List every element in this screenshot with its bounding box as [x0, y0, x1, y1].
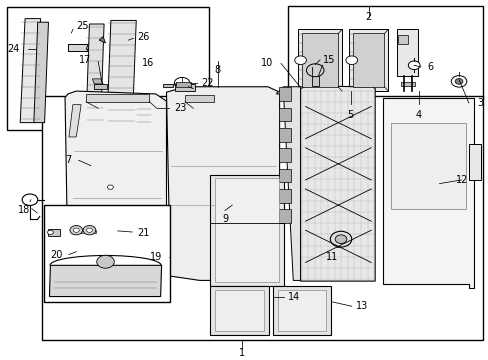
Text: 4: 4: [415, 110, 421, 120]
Circle shape: [450, 76, 466, 87]
Text: 26: 26: [137, 32, 149, 41]
Text: 5: 5: [347, 110, 353, 120]
Polygon shape: [348, 30, 387, 91]
Polygon shape: [278, 169, 290, 183]
Circle shape: [107, 185, 113, 189]
Polygon shape: [20, 19, 41, 123]
Polygon shape: [99, 37, 105, 43]
Bar: [86, 94, 149, 102]
Polygon shape: [34, 22, 48, 123]
Text: 23: 23: [173, 103, 186, 113]
Bar: [6, 7, 208, 130]
Polygon shape: [278, 189, 290, 203]
Polygon shape: [175, 84, 194, 91]
Polygon shape: [276, 87, 303, 280]
Circle shape: [47, 230, 53, 234]
Polygon shape: [468, 144, 480, 180]
Bar: [47, 229, 60, 235]
Text: 25: 25: [76, 21, 89, 31]
Text: 22: 22: [201, 78, 214, 88]
Bar: [210, 287, 268, 335]
Polygon shape: [49, 265, 161, 297]
Polygon shape: [396, 30, 417, 76]
Bar: [147, 103, 158, 109]
Bar: [184, 95, 214, 102]
Circle shape: [83, 225, 96, 235]
Text: 14: 14: [288, 292, 300, 302]
Text: 2: 2: [365, 12, 371, 22]
Circle shape: [294, 56, 306, 64]
Text: 10: 10: [260, 58, 272, 68]
Bar: [210, 175, 283, 286]
Text: 24: 24: [7, 44, 19, 54]
Circle shape: [174, 77, 189, 89]
Polygon shape: [86, 24, 104, 123]
Circle shape: [330, 231, 351, 247]
Text: 18: 18: [18, 205, 30, 215]
Bar: [215, 290, 264, 331]
Bar: [68, 44, 87, 51]
Text: 12: 12: [455, 175, 468, 185]
Circle shape: [70, 225, 82, 235]
Text: 1: 1: [239, 348, 244, 358]
Polygon shape: [278, 108, 290, 121]
Text: 3: 3: [477, 98, 483, 108]
Bar: [400, 82, 414, 86]
Text: 6: 6: [427, 62, 432, 72]
Circle shape: [454, 78, 462, 84]
Polygon shape: [94, 84, 107, 89]
Polygon shape: [298, 30, 341, 91]
Polygon shape: [278, 210, 290, 223]
Text: 17: 17: [79, 55, 91, 65]
Bar: [43, 205, 170, 302]
Polygon shape: [136, 101, 152, 123]
Bar: [151, 108, 156, 111]
Text: 15: 15: [322, 55, 334, 65]
Polygon shape: [65, 91, 166, 278]
Bar: [42, 96, 483, 339]
Circle shape: [73, 228, 79, 232]
Circle shape: [407, 61, 419, 69]
Polygon shape: [352, 33, 384, 87]
Bar: [397, 35, 407, 44]
Polygon shape: [300, 84, 374, 281]
Text: 19: 19: [150, 252, 162, 262]
Circle shape: [97, 255, 114, 268]
Polygon shape: [92, 79, 103, 84]
Polygon shape: [86, 44, 98, 50]
Bar: [215, 178, 278, 282]
Text: 16: 16: [142, 58, 154, 68]
Circle shape: [86, 228, 92, 232]
Circle shape: [107, 228, 113, 232]
Circle shape: [219, 225, 225, 229]
Polygon shape: [278, 128, 290, 142]
Polygon shape: [166, 87, 279, 280]
Bar: [390, 123, 466, 209]
Text: 11: 11: [325, 252, 338, 262]
Text: 20: 20: [51, 249, 63, 260]
Polygon shape: [69, 105, 81, 137]
Bar: [74, 230, 96, 233]
Text: 9: 9: [222, 214, 227, 224]
Circle shape: [334, 235, 346, 243]
Polygon shape: [278, 87, 290, 101]
Circle shape: [306, 64, 324, 77]
Bar: [288, 6, 483, 98]
Polygon shape: [278, 148, 290, 162]
Text: 8: 8: [214, 65, 220, 75]
Polygon shape: [311, 76, 318, 86]
Circle shape: [219, 181, 225, 186]
Bar: [272, 287, 330, 335]
Polygon shape: [107, 21, 136, 123]
Text: 13: 13: [355, 301, 367, 311]
Bar: [277, 290, 326, 331]
Bar: [162, 84, 173, 87]
Text: 7: 7: [65, 155, 71, 165]
Polygon shape: [302, 33, 337, 87]
Bar: [176, 82, 190, 87]
Text: 21: 21: [137, 228, 149, 238]
Polygon shape: [383, 98, 473, 288]
Circle shape: [345, 56, 357, 64]
